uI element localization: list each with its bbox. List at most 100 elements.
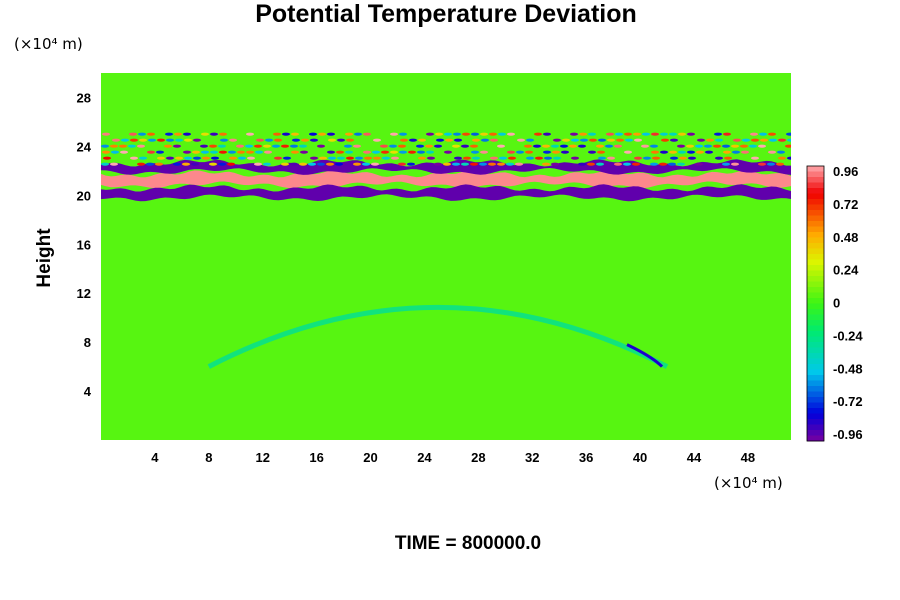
wave-blob: [544, 156, 552, 160]
wave-blob: [758, 144, 766, 148]
wave-blob: [237, 150, 245, 154]
wave-blob: [200, 144, 208, 148]
wave-blob: [281, 144, 289, 148]
wave-blob: [155, 162, 163, 166]
colorbar-swatch: [807, 237, 824, 244]
wave-blob: [399, 132, 407, 136]
colorbar-swatch: [807, 232, 824, 238]
wave-blob: [533, 144, 541, 148]
wave-blob: [138, 132, 146, 136]
wave-blob: [678, 132, 686, 136]
wave-blob: [137, 162, 145, 166]
wave-blob: [695, 162, 703, 166]
wave-blob: [490, 138, 498, 142]
wave-blob: [751, 138, 759, 142]
wave-blob: [598, 138, 606, 142]
wave-blob: [210, 150, 218, 154]
wave-blob: [317, 144, 325, 148]
colorbar-swatch: [807, 375, 824, 381]
wave-blob: [561, 150, 569, 154]
colorbar-tick-label: 0: [833, 296, 840, 311]
wave-blob: [679, 156, 687, 160]
x-tick-label: 12: [255, 450, 269, 465]
wave-blob: [345, 132, 353, 136]
x-tick-label: 20: [363, 450, 377, 465]
wave-blob: [768, 150, 776, 154]
colorbar: 0.96 0.72 0.48 0.24 0 -0.24 -0.48 -0.72 -0.96: [806, 164, 863, 442]
colorbar-swatch: [807, 408, 824, 414]
wave-blob: [328, 156, 336, 160]
wave-blob: [526, 138, 534, 142]
x-tick-label: 16: [309, 450, 323, 465]
wave-blob: [148, 138, 156, 142]
wave-blob: [607, 138, 615, 142]
colorbar-swatch: [807, 193, 824, 200]
wave-blob: [129, 132, 137, 136]
wave-blob: [218, 144, 226, 148]
colorbar-swatch: [807, 314, 824, 321]
wave-blob: [166, 156, 174, 160]
wave-blob: [130, 138, 138, 142]
wave-blob: [715, 156, 723, 160]
wave-blob: [192, 150, 200, 154]
wave-blob: [588, 150, 596, 154]
wave-blob: [265, 138, 273, 142]
wave-blob: [470, 144, 478, 148]
wave-blob: [310, 156, 318, 160]
colorbar-swatch: [807, 397, 824, 403]
wave-blob: [650, 144, 658, 148]
colorbar-swatch: [807, 171, 824, 178]
y-tick-label: 16: [77, 237, 91, 252]
x-tick-label: 28: [471, 450, 485, 465]
wave-blob: [345, 150, 353, 154]
wave-blob: [778, 156, 786, 160]
wave-blob: [632, 162, 640, 166]
colorbar-swatch: [807, 353, 824, 359]
wave-blob: [490, 156, 498, 160]
wave-blob: [202, 156, 210, 160]
wave-blob: [373, 138, 381, 142]
wave-blob: [481, 138, 489, 142]
wave-blob: [551, 144, 559, 148]
wave-blob: [434, 162, 442, 166]
wave-blob: [246, 150, 254, 154]
wave-blob: [183, 150, 191, 154]
colorbar-swatch: [807, 391, 824, 398]
wave-blob: [551, 162, 559, 166]
wave-blob: [625, 138, 633, 142]
wave-blob: [344, 144, 352, 148]
wave-blob: [436, 138, 444, 142]
x-tick-label: 32: [525, 450, 539, 465]
x-tick-label: 40: [633, 450, 647, 465]
wave-blob: [220, 138, 228, 142]
x-tick-labels: 4 8 12 16 20 24 28 32 36 40 44 48: [151, 450, 755, 465]
wave-blob: [101, 162, 109, 166]
wave-blob: [175, 156, 183, 160]
wave-blob: [301, 138, 309, 142]
wave-blob: [542, 162, 550, 166]
wave-blob: [389, 144, 397, 148]
colorbar-swatch: [807, 402, 824, 409]
wave-blob: [110, 144, 118, 148]
wave-blob: [398, 162, 406, 166]
wave-blob: [714, 132, 722, 136]
wave-blob: [670, 138, 678, 142]
wave-blob: [706, 138, 714, 142]
wave-blob: [543, 150, 551, 154]
wave-blob: [400, 138, 408, 142]
wave-blob: [173, 144, 181, 148]
wave-blob: [570, 132, 578, 136]
wave-blob: [362, 162, 370, 166]
wave-blob: [731, 144, 739, 148]
wave-blob: [615, 132, 623, 136]
wave-blob: [326, 162, 334, 166]
x-tick-label: 4: [151, 450, 159, 465]
wave-blob: [769, 138, 777, 142]
y-tick-labels: 4 8 12 16 20 24 28: [77, 90, 92, 399]
wave-blob: [732, 150, 740, 154]
wave-blob: [183, 132, 191, 136]
wave-blob: [731, 162, 739, 166]
wave-blob: [147, 150, 155, 154]
wave-blob: [687, 150, 695, 154]
wave-blob: [409, 138, 417, 142]
